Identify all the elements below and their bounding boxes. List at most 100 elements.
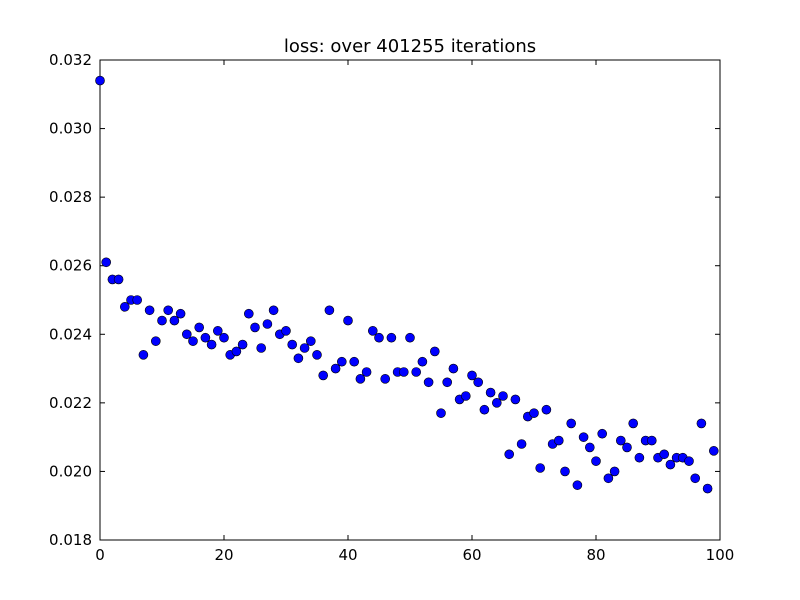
x-tick-label: 20: [214, 546, 233, 564]
chart-title: loss: over 401255 iterations: [284, 36, 536, 57]
data-point: [281, 326, 291, 336]
data-point: [634, 452, 645, 463]
data-point: [175, 308, 186, 319]
data-point: [646, 435, 657, 446]
data-point: [597, 428, 608, 439]
data-point: [151, 336, 161, 346]
data-point: [157, 315, 167, 326]
data-point: [312, 350, 322, 360]
data-point: [293, 353, 304, 364]
data-point: [256, 343, 267, 353]
data-point: [603, 473, 614, 484]
data-point: [163, 305, 173, 316]
data-point: [498, 391, 508, 401]
data-point: [374, 332, 384, 343]
data-point: [120, 302, 130, 312]
data-point: [584, 442, 595, 453]
data-point: [473, 377, 484, 388]
data-point: [591, 456, 601, 466]
data-point: [250, 322, 260, 333]
data-point: [386, 332, 397, 343]
data-point: [367, 326, 378, 336]
data-point: [349, 356, 360, 367]
data-point: [690, 473, 701, 484]
y-tick-label: 0.030: [49, 120, 92, 138]
data-point: [423, 377, 434, 388]
data-point: [628, 418, 639, 429]
data-points: [95, 75, 719, 494]
x-tick-label: 60: [462, 546, 481, 564]
data-point: [188, 336, 198, 346]
y-tick-label: 0.018: [49, 531, 92, 549]
x-tick-label: 40: [338, 546, 357, 564]
data-point: [361, 367, 372, 377]
y-tick-label: 0.028: [49, 188, 92, 206]
y-tick-label: 0.022: [49, 394, 92, 412]
data-point: [553, 435, 564, 446]
data-point: [194, 322, 204, 333]
data-point: [343, 315, 353, 326]
data-point: [206, 339, 217, 350]
data-point: [213, 326, 223, 336]
data-point: [336, 356, 347, 367]
data-point: [200, 332, 211, 343]
data-point: [529, 408, 539, 418]
data-point: [436, 408, 446, 418]
data-point: [324, 305, 335, 316]
y-tick-label: 0.026: [49, 257, 92, 275]
data-point: [560, 466, 570, 477]
data-point: [708, 446, 719, 456]
data-point: [219, 332, 229, 343]
data-point: [429, 346, 440, 357]
data-point: [485, 387, 496, 398]
data-point: [572, 480, 583, 490]
data-point: [305, 336, 316, 346]
data-point: [491, 398, 502, 408]
data-point: [231, 346, 242, 357]
data-point: [244, 308, 254, 319]
data-point: [138, 350, 149, 360]
data-point: [380, 374, 391, 384]
data-point: [299, 343, 310, 353]
plot-area: [99, 59, 721, 541]
data-point: [318, 370, 329, 381]
data-point: [405, 332, 415, 343]
data-point: [510, 394, 521, 405]
data-point: [268, 305, 279, 316]
data-point: [287, 339, 298, 350]
data-point: [182, 329, 192, 340]
data-point: [411, 367, 422, 377]
data-point: [330, 363, 341, 374]
data-point: [169, 315, 180, 326]
data-point: [578, 432, 589, 442]
data-point: [417, 356, 428, 367]
data-point: [355, 374, 366, 384]
data-point: [702, 483, 713, 494]
data-point: [237, 339, 248, 350]
data-point: [622, 442, 632, 453]
x-tick-label: 80: [586, 546, 605, 564]
data-point: [659, 449, 670, 460]
axis-ticks: 0 20 40 60 80 100 0.018 0.020 0.022 0.024 0.026 0.0…: [49, 51, 734, 564]
y-tick-label: 0.032: [49, 51, 92, 69]
data-point: [566, 418, 577, 429]
data-point: [615, 435, 626, 446]
data-point: [132, 295, 142, 305]
data-point: [95, 75, 105, 86]
y-tick-label: 0.020: [49, 462, 92, 480]
data-point: [541, 404, 552, 415]
y-tick-label: 0.024: [49, 325, 92, 343]
data-point: [467, 370, 477, 381]
x-tick-label: 100: [706, 546, 735, 564]
data-point: [144, 305, 155, 316]
data-point: [262, 319, 273, 329]
data-point: [609, 466, 620, 477]
data-point: [684, 456, 694, 466]
data-point: [101, 257, 111, 268]
data-point: [516, 439, 527, 449]
data-point: [479, 404, 490, 415]
data-point: [460, 391, 471, 401]
data-point: [504, 449, 515, 460]
data-point: [113, 274, 124, 285]
